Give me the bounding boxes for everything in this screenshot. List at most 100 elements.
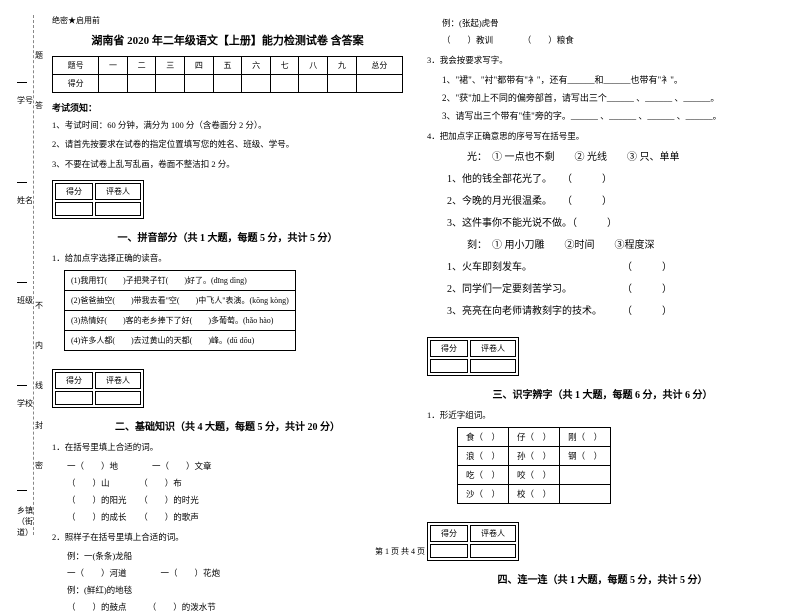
pt: )多葡萄。(hǎo hào) — [208, 316, 273, 325]
fill-line: 例：(鲜红)的地毯 — [52, 582, 403, 599]
notice-item: 3、不要在试卷上乱写乱画，卷面不整洁扣 2 分。 — [52, 157, 403, 172]
th: 六 — [242, 57, 271, 75]
th: 四 — [185, 57, 214, 75]
notice-item: 2、请首先按要求在试卷的指定位置填写您的姓名、班级、学号。 — [52, 137, 403, 152]
seal-char: 题 — [35, 50, 43, 61]
ct: ） — [594, 432, 603, 442]
pt: (2)爸爸抽空( — [71, 296, 115, 305]
fill-line: （ ）的成长 （ ）的歌声 — [52, 509, 403, 526]
td[interactable] — [156, 75, 185, 93]
ct: ） — [543, 489, 552, 499]
pt: )峰。(dū dōu) — [208, 336, 254, 345]
fill-line: 一（ ）河道 一（ ）花炮 — [52, 565, 403, 582]
side-label: 学校 — [17, 398, 33, 409]
th: 总分 — [356, 57, 402, 75]
notice-item: 1、考试时间：60 分钟，满分为 100 分（含卷面分 2 分）。 — [52, 118, 403, 133]
choice-line: 2、同学们一定要刻苦学习。 （ ） — [427, 279, 778, 301]
choice-line: 1、他的钱全部花光了。 （ ） — [427, 169, 778, 191]
char-compare-table: 食（ ） 仔（ ） 刚（ ） 浪（ ） 孙（ ） 钢（ ） 吃（ ） 咬（ ） … — [457, 427, 611, 504]
section-score-box: 得分评卷人 — [52, 369, 144, 408]
sb-e[interactable] — [95, 391, 141, 405]
page-footer: 第 1 页 共 4 页 — [0, 546, 800, 557]
seal-char: 不 — [35, 300, 43, 311]
ct: ） — [594, 451, 603, 461]
ct: ） — [492, 451, 501, 461]
choice-header: 光： ① 一点也不剩 ② 光线 ③ 只、单单 — [427, 147, 778, 169]
td[interactable] — [270, 75, 299, 93]
ct: 校（ — [517, 489, 534, 499]
left-column: 绝密★启用前 湖南省 2020 年二年级语文【上册】能力检测试卷 含答案 题号 … — [40, 15, 415, 540]
section-4-heading: 四、连一连（共 1 大题，每题 5 分，共计 5 分） — [427, 571, 778, 586]
q1: 1．给加点字选择正确的读音。 — [52, 250, 403, 266]
section-3-heading: 三、识字辨字（共 1 大题，每题 6 分，共计 6 分） — [427, 386, 778, 401]
pt: (4)许多人都( — [71, 336, 115, 345]
pt: (3)热情好( — [71, 316, 107, 325]
sb-e[interactable] — [430, 359, 468, 373]
th: 八 — [299, 57, 328, 75]
td[interactable] — [99, 75, 128, 93]
sb-e[interactable] — [470, 359, 516, 373]
pt: )带我去看"空( — [131, 296, 180, 305]
choice-line: 3、亮亮在向老师请教刻字的技术。 （ ） — [427, 301, 778, 323]
pt: )客的老乡捧下了好( — [123, 316, 192, 325]
pt: (1)我用钉( — [71, 276, 107, 285]
fill-line: 2、"获"加上不同的偏旁部首，请写出三个______ 、______ 、____… — [427, 89, 778, 107]
q: 2．照样子在括号里填上合适的词。 — [52, 529, 403, 545]
side-label: 姓名 — [17, 195, 33, 206]
fill-line: 3、请写出三个带有"佳"旁的字。______ 、______ 、______ 、… — [427, 107, 778, 125]
td[interactable] — [213, 75, 242, 93]
td[interactable] — [328, 75, 357, 93]
pinyin-table: (1)我用钉( )子把凳子钉( )好了。(dīng dìng) (2)爸爸抽空(… — [64, 270, 296, 351]
sb-e[interactable] — [55, 202, 93, 216]
choice-line: 2、今晚的月光很温柔。 （ ） — [427, 191, 778, 213]
fill-line: （ ）的阳光 （ ）的时光 — [52, 492, 403, 509]
q: 1．在括号里填上合适的词。 — [52, 439, 403, 455]
pt: )中飞人"表演。(kōng kòng) — [196, 296, 289, 305]
td[interactable] — [127, 75, 156, 93]
ct: ） — [492, 470, 501, 480]
secret-label: 绝密★启用前 — [52, 15, 403, 26]
ct: 沙（ — [466, 489, 483, 499]
fill-line: （ ）山 （ ）布 — [52, 475, 403, 492]
ct: 刚（ — [568, 432, 585, 442]
seal-char: 线 — [35, 380, 43, 391]
binding-margin: 乡镇（街道） 学校 班级 姓名 学号 密 封 线 内 不 答 题 — [5, 0, 35, 565]
section-2-heading: 二、基础知识（共 4 大题，每题 5 分，共计 20 分） — [52, 418, 403, 433]
td[interactable] — [242, 75, 271, 93]
choice-line: 1、火车即刻发车。 （ ） — [427, 257, 778, 279]
sb-e[interactable] — [55, 391, 93, 405]
th: 二 — [127, 57, 156, 75]
ct: 浪（ — [466, 451, 483, 461]
example-line: 例：(张起)虎骨 — [427, 15, 778, 32]
ct: ） — [543, 470, 552, 480]
th: 三 — [156, 57, 185, 75]
dotted-fold-line — [33, 15, 34, 535]
ct: 钢（ — [568, 451, 585, 461]
side-line — [17, 490, 27, 491]
seal-char: 答 — [35, 100, 43, 111]
ct: ） — [492, 489, 501, 499]
ct: ） — [492, 432, 501, 442]
fill-line: 1、"裙"、"衬"都带有"衤"，还有______和______也带有"衤"。 — [427, 71, 778, 89]
td[interactable] — [299, 75, 328, 93]
fill-line: （ ）的鼓点 （ ）的泼水节 — [52, 599, 403, 616]
sb-c: 得分 — [55, 372, 93, 389]
td[interactable] — [356, 75, 402, 93]
section-1-heading: 一、拼音部分（共 1 大题，每题 5 分，共计 5 分） — [52, 229, 403, 244]
q: 3．我会按要求写字。 — [427, 52, 778, 68]
sb-c: 得分 — [430, 525, 468, 542]
score-summary-table: 题号 一 二 三 四 五 六 七 八 九 总分 得分 — [52, 56, 403, 93]
td[interactable] — [185, 75, 214, 93]
th: 题号 — [53, 57, 99, 75]
ct: 吃（ — [466, 470, 483, 480]
choice-header: 刻： ① 用小刀雕 ②时间 ③程度深 — [427, 235, 778, 257]
sb-e[interactable] — [95, 202, 141, 216]
ct: 孙（ — [517, 451, 534, 461]
side-line — [17, 282, 27, 283]
pt: )好了。(dīng dìng) — [184, 276, 246, 285]
th: 七 — [270, 57, 299, 75]
right-column: 例：(张起)虎骨 （ ）教训 （ ）粮食 3．我会按要求写字。 1、"裙"、"衬… — [415, 15, 790, 540]
ct: ） — [543, 432, 552, 442]
q: 4．把加点字正确意思的序号写在括号里。 — [427, 128, 778, 144]
side-label: 班级 — [17, 295, 33, 306]
